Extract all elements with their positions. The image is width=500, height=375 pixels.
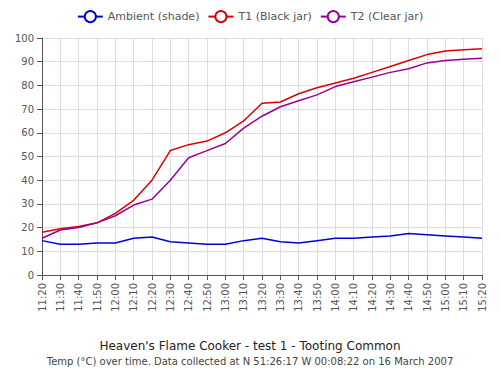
svg-text:12:30: 12:30 [165, 283, 176, 312]
svg-text:10: 10 [21, 246, 34, 257]
svg-text:12:20: 12:20 [147, 283, 158, 312]
svg-text:100: 100 [15, 33, 34, 44]
svg-text:70: 70 [21, 104, 34, 115]
svg-text:13:50: 13:50 [312, 283, 323, 312]
svg-text:12:00: 12:00 [110, 283, 121, 312]
svg-text:13:20: 13:20 [257, 283, 268, 312]
svg-text:20: 20 [21, 222, 34, 233]
svg-text:12:40: 12:40 [183, 283, 194, 312]
svg-text:30: 30 [21, 198, 34, 209]
svg-text:14:10: 14:10 [348, 283, 359, 312]
svg-text:40: 40 [21, 175, 34, 186]
svg-text:12:50: 12:50 [202, 283, 213, 312]
svg-text:11:30: 11:30 [55, 283, 66, 312]
svg-text:15:20: 15:20 [477, 283, 488, 312]
svg-text:Temp (°C) over time. Data coll: Temp (°C) over time. Data collected at N… [46, 356, 453, 367]
svg-text:13:30: 13:30 [275, 283, 286, 312]
svg-text:11:40: 11:40 [73, 283, 84, 312]
svg-text:13:00: 13:00 [220, 283, 231, 312]
svg-text:T1 (Black jar): T1 (Black jar) [237, 10, 311, 23]
svg-text:14:40: 14:40 [403, 283, 414, 312]
svg-text:12:10: 12:10 [128, 283, 139, 312]
svg-text:Ambient (shade): Ambient (shade) [108, 10, 200, 23]
svg-text:15:10: 15:10 [458, 283, 469, 312]
svg-text:14:00: 14:00 [330, 283, 341, 312]
svg-text:14:20: 14:20 [367, 283, 378, 312]
svg-text:11:50: 11:50 [92, 283, 103, 312]
svg-text:50: 50 [21, 151, 34, 162]
svg-text:Heaven's Flame Cooker - test 1: Heaven's Flame Cooker - test 1 - Tooting… [99, 339, 400, 353]
svg-text:0: 0 [28, 270, 34, 281]
svg-text:11:20: 11:20 [37, 283, 48, 312]
svg-text:90: 90 [21, 56, 34, 67]
svg-text:14:30: 14:30 [385, 283, 396, 312]
svg-text:80: 80 [21, 80, 34, 91]
svg-text:15:00: 15:00 [440, 283, 451, 312]
svg-text:T2 (Clear jar): T2 (Clear jar) [350, 10, 423, 23]
svg-text:13:40: 13:40 [293, 283, 304, 312]
svg-text:14:50: 14:50 [422, 283, 433, 312]
svg-text:60: 60 [21, 127, 34, 138]
svg-text:13:10: 13:10 [238, 283, 249, 312]
